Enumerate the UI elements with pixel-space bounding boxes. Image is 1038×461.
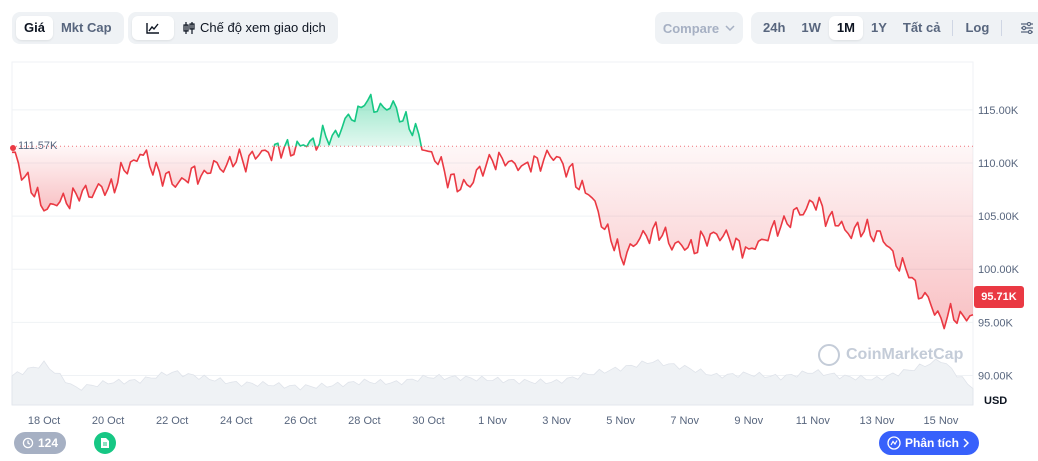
analysis-button[interactable]: Phân tích: [879, 431, 980, 455]
price-series: [11, 93, 974, 330]
y-tick-label: 115.00K: [978, 105, 1019, 117]
analysis-label: Phân tích: [905, 436, 960, 450]
x-tick-label: 13 Nov: [859, 415, 894, 427]
log-scale-button[interactable]: Log: [965, 20, 990, 35]
x-axis: 18 Oct 20 Oct 22 Oct 24 Oct 26 Oct 28 Oct 30 O…: [28, 415, 959, 427]
range-24h[interactable]: 24h: [763, 20, 786, 35]
analysis-icon: [887, 436, 901, 450]
range-selector: 24h 1W 1M 1Y Tất cả Log: [751, 12, 1038, 44]
coinmarketcap-logo-icon: [818, 344, 840, 366]
x-tick-label: 20 Oct: [92, 415, 124, 427]
range-1w[interactable]: 1W: [801, 20, 821, 35]
price-area-down: [421, 146, 973, 329]
y-tick-label: 105.00K: [978, 211, 1020, 223]
history-count: 124: [38, 436, 59, 450]
x-tick-label: 7 Nov: [670, 415, 699, 427]
line-chart-button[interactable]: [132, 16, 174, 40]
y-tick-label: 95.00K: [978, 317, 1014, 329]
price-area-down: [12, 146, 275, 211]
price-line-up: [283, 138, 290, 147]
divider: [1001, 20, 1003, 36]
x-tick-label: 28 Oct: [348, 415, 380, 427]
chart-mode-toggle: Chế độ xem giao dịch: [128, 12, 338, 44]
price-area-up: [318, 94, 422, 147]
divider: [952, 20, 954, 36]
x-tick-label: 5 Nov: [606, 415, 635, 427]
range-1y[interactable]: 1Y: [870, 20, 887, 35]
volume-area: [11, 358, 974, 406]
history-icon: [22, 437, 34, 449]
x-tick-label: 15 Nov: [924, 415, 959, 427]
x-tick-label: 22 Oct: [156, 415, 188, 427]
y-axis: 90.00K 95.00K 100.00K 105.00K 110.00K 115.00K: [978, 105, 1020, 383]
chevron-down-icon: [725, 25, 735, 31]
x-tick-label: 18 Oct: [28, 415, 60, 427]
metric-toggle: Giá Mkt Cap: [12, 12, 124, 44]
settings-button[interactable]: [1006, 16, 1038, 40]
tab-market-cap[interactable]: Mkt Cap: [60, 20, 112, 35]
trading-view-label: Chế độ xem giao dịch: [200, 20, 326, 35]
start-price-marker: [10, 145, 16, 151]
y-tick-label: 100.00K: [978, 264, 1020, 276]
watermark-text: CoinMarketCap: [846, 346, 964, 363]
candlestick-icon: [183, 22, 195, 34]
volume-shape: [11, 358, 974, 406]
current-price-tag: 95.71K: [974, 286, 1024, 308]
chart-toolbar: Giá Mkt Cap Chế độ xem giao dịch Compare…: [12, 12, 1038, 45]
reference-price-label: 111.57K: [18, 140, 58, 152]
price-line-down: [277, 145, 286, 159]
document-icon: [101, 438, 109, 448]
trading-view-button[interactable]: Chế độ xem giao dịch: [174, 16, 334, 40]
x-tick-label: 1 Nov: [478, 415, 507, 427]
price-line-down: [420, 146, 974, 330]
price-line-down: [11, 146, 276, 212]
compare-label: Compare: [662, 20, 720, 36]
x-tick-label: 24 Oct: [220, 415, 252, 427]
y-tick-label: 110.00K: [978, 158, 1019, 170]
coinmarketcap-watermark: CoinMarketCap: [818, 344, 963, 366]
chevron-right-icon: [963, 438, 970, 448]
price-line-up: [306, 137, 317, 147]
price-line-up: [317, 93, 423, 147]
line-chart-icon: [146, 23, 159, 34]
range-all[interactable]: Tất cả: [902, 20, 941, 35]
sliders-icon: [1021, 22, 1034, 34]
currency-label: USD: [984, 395, 1008, 407]
x-tick-label: 26 Oct: [284, 415, 316, 427]
price-line-down: [314, 145, 319, 151]
range-1m[interactable]: 1M: [828, 16, 863, 40]
price-line-up: [273, 142, 280, 147]
y-tick-label: 90.00K: [978, 370, 1014, 382]
x-tick-label: 11 Nov: [796, 415, 831, 427]
price-line-up: [295, 140, 307, 148]
tab-price[interactable]: Giá: [16, 16, 53, 40]
history-count-badge[interactable]: 124: [14, 432, 67, 454]
x-tick-label: 30 Oct: [412, 415, 444, 427]
x-tick-label: 9 Nov: [734, 415, 763, 427]
x-tick-label: 3 Nov: [542, 415, 571, 427]
price-line-down: [288, 146, 297, 157]
compare-dropdown[interactable]: Compare: [655, 12, 743, 44]
news-button[interactable]: [94, 432, 116, 454]
